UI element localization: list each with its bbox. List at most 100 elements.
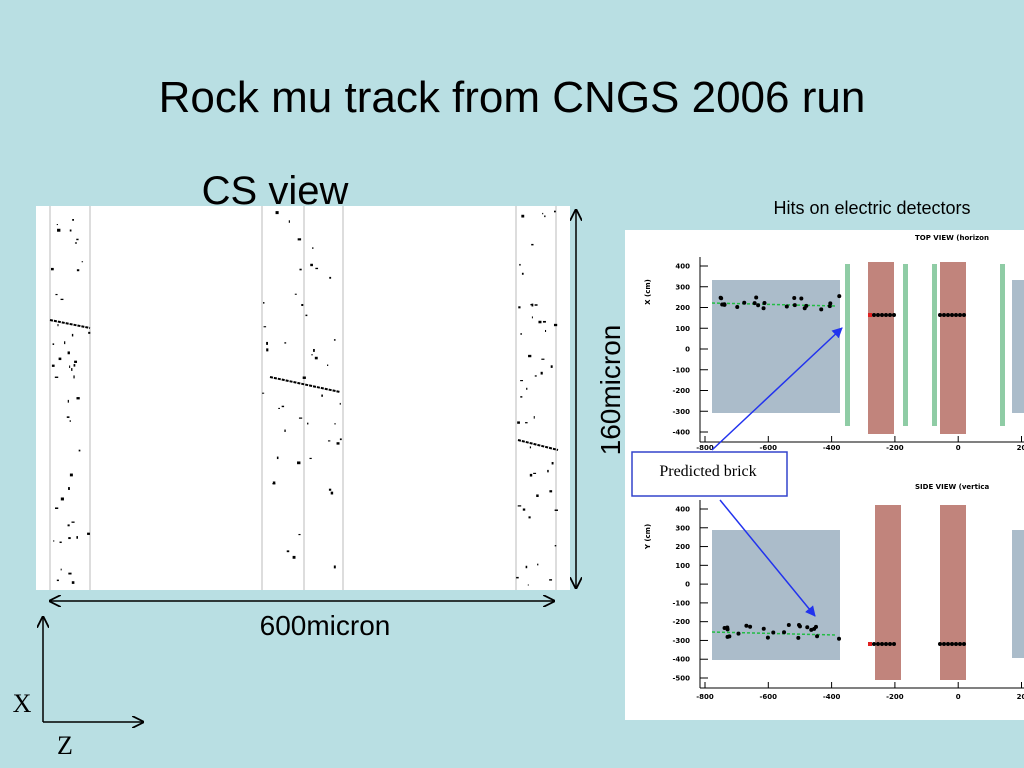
grain (54, 376, 59, 378)
brick-region (712, 530, 840, 660)
grain (262, 392, 265, 394)
hit (942, 313, 946, 317)
track (49, 319, 91, 329)
hit-marker (868, 313, 872, 317)
x-tick-label: 20 (1017, 693, 1024, 701)
grain (297, 461, 301, 465)
x-tick-label: 0 (956, 693, 961, 701)
grain (87, 532, 90, 535)
x-tick-label: 0 (956, 444, 961, 452)
grain (328, 488, 332, 491)
grain (266, 341, 268, 345)
grain (69, 420, 71, 422)
grain (76, 397, 80, 400)
grain (520, 333, 522, 335)
detector-plane (940, 262, 966, 434)
x-tick-label: -600 (760, 444, 778, 452)
grain (334, 423, 336, 425)
hit (761, 626, 766, 631)
grain (339, 438, 342, 441)
hit (950, 642, 954, 646)
hit (786, 623, 791, 628)
y-tick-label: 200 (675, 543, 690, 551)
hit (796, 623, 801, 628)
image-background (36, 206, 570, 590)
grain (312, 247, 314, 249)
panel-title: SIDE VIEW (vertica (915, 483, 989, 491)
y-tick-label: -400 (672, 656, 690, 664)
grain (336, 442, 340, 445)
cs-view-label: CS view (202, 169, 349, 213)
grain (263, 326, 267, 328)
hit (950, 313, 954, 317)
y-tick-label: -400 (672, 429, 690, 437)
grain (525, 565, 528, 569)
grain (68, 537, 71, 540)
grain (309, 457, 312, 460)
grain (520, 396, 523, 398)
fit-line (711, 302, 836, 307)
y-tick-label: -300 (672, 637, 690, 645)
hit (736, 631, 741, 636)
grain (67, 351, 70, 355)
grain (522, 508, 526, 511)
x-tick-label: -400 (823, 693, 841, 701)
grain (526, 387, 528, 390)
hit (813, 624, 818, 629)
hit (888, 313, 892, 317)
grain (533, 472, 537, 474)
hit (748, 624, 753, 629)
grain (517, 505, 522, 507)
y-tick-label: 0 (685, 346, 690, 354)
hit (872, 313, 876, 317)
slide-title: Rock mu track from CNGS 2006 run (159, 73, 866, 122)
hit (799, 296, 804, 301)
grain (327, 364, 329, 366)
grain (64, 341, 66, 345)
grain (67, 524, 70, 527)
hit (946, 313, 950, 317)
hit (942, 642, 946, 646)
hit (762, 301, 767, 306)
grain (551, 461, 554, 465)
x-tick-label: -600 (760, 693, 778, 701)
hit (962, 313, 966, 317)
grain (544, 215, 546, 218)
grain (541, 358, 545, 360)
grain (527, 584, 529, 586)
hit (884, 313, 888, 317)
detector-plane (875, 505, 901, 680)
y-tick-label: 200 (675, 304, 690, 312)
hit (837, 294, 842, 299)
grain (534, 375, 537, 377)
grain (538, 320, 542, 324)
y-tick-label: -100 (672, 366, 690, 374)
grain (263, 302, 265, 304)
grain (536, 494, 539, 498)
grain (525, 422, 528, 424)
hit (735, 305, 740, 310)
hit (884, 642, 888, 646)
cs-view-image (36, 206, 570, 590)
grain (540, 371, 543, 375)
detector-plane (1000, 264, 1005, 426)
x-axis-label: X (13, 689, 32, 718)
grain (60, 497, 64, 501)
y-tick-label: 100 (675, 562, 690, 570)
x-tick-label: 20 (1017, 444, 1024, 452)
x-tick-label: -200 (886, 693, 904, 701)
grain (73, 375, 75, 379)
hit-marker (868, 642, 872, 646)
grain (57, 228, 61, 232)
grain (520, 380, 524, 382)
grain (530, 303, 533, 306)
y-tick-label: 400 (675, 263, 690, 271)
hit (954, 313, 958, 317)
hit (727, 634, 732, 639)
hit (752, 301, 757, 306)
callout: Predicted brick (631, 327, 843, 617)
hit (962, 642, 966, 646)
grain (88, 331, 91, 334)
grain (69, 365, 71, 369)
